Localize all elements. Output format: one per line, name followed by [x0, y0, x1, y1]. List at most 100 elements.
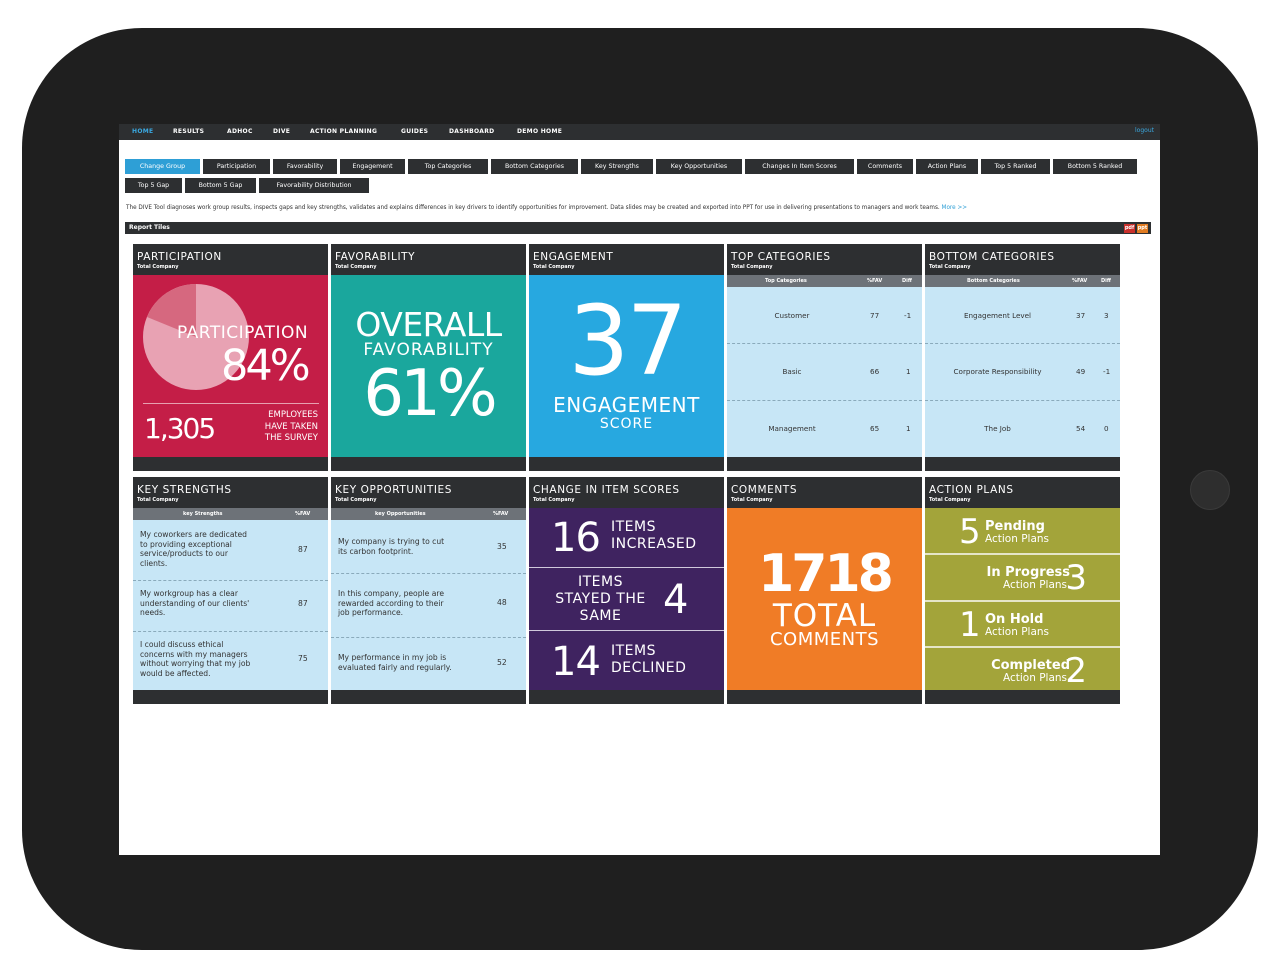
items-increased-label: ITEMS INCREASED — [611, 519, 697, 552]
tile-title: COMMENTS — [731, 484, 798, 496]
action-plans-tile[interactable]: ACTION PLANS Total Company 5 Pending Act… — [925, 477, 1120, 704]
tile-title: KEY STRENGTHS — [137, 484, 232, 496]
divider — [925, 553, 1120, 555]
participation-count: 1,305 — [144, 412, 216, 445]
participation-caption: EMPLOYEES HAVE TAKEN THE SURVEY — [264, 410, 318, 443]
action-plans-button[interactable]: Action Plans — [916, 159, 978, 174]
tile-subtitle: Total Company — [137, 497, 179, 503]
engagement-body: 37 ENGAGEMENT SCORE — [529, 275, 724, 457]
engagement-line1: ENGAGEMENT — [553, 393, 700, 417]
top-categories-table: Top Categories %FAV Diff Customer 77 -1 … — [727, 275, 922, 457]
table-row[interactable]: The Job 54 0 — [984, 424, 1109, 433]
table-row[interactable]: My workgroup has a clear understanding o… — [133, 581, 328, 632]
favorability-button[interactable]: Favorability — [273, 159, 337, 174]
top-5-ranked-button[interactable]: Top 5 Ranked — [981, 159, 1050, 174]
divider — [529, 630, 724, 631]
top-categories-button[interactable]: Top Categories — [408, 159, 488, 174]
divider — [925, 646, 1120, 648]
table-row[interactable]: My coworkers are dedicated to providing … — [133, 520, 328, 581]
top-categories-tile[interactable]: TOP CATEGORIES Total Company Top Categor… — [727, 244, 922, 471]
pdf-export-icon[interactable]: pdf — [1124, 224, 1135, 233]
divider — [529, 567, 724, 568]
comments-tile[interactable]: COMMENTS Total Company 1718 TOTAL COMMEN… — [727, 477, 922, 704]
engagement-button[interactable]: Engagement — [340, 159, 405, 174]
tile-subtitle: Total Company — [929, 497, 971, 503]
top-5-gap-button[interactable]: Top 5 Gap — [125, 178, 182, 193]
tile-title: CHANGE IN ITEM SCORES — [533, 484, 680, 496]
comments-body: 1718 TOTAL COMMENTS — [727, 508, 922, 690]
favorability-line2: FAVORABILITY — [363, 340, 494, 360]
comments-line2: COMMENTS — [769, 629, 880, 650]
report-tiles-label: Report Tiles — [129, 224, 170, 231]
participation-pie-icon — [143, 284, 249, 390]
tile-subtitle: Total Company — [731, 497, 773, 503]
table-row[interactable]: Corporate Responsibility 49 -1 — [925, 344, 1120, 401]
favorability-body: OVERALL FAVORABILITY 61% — [331, 275, 526, 457]
report-tiles-bar: Report Tiles pdf ppt — [125, 222, 1151, 234]
items-declined-count: 14 — [551, 639, 601, 685]
table-row[interactable]: Management 65 1 — [768, 424, 911, 433]
nav-demo-home[interactable]: DEMO HOME — [517, 128, 563, 135]
completed-sub: Action Plans — [1002, 672, 1067, 684]
in-progress-count: 3 — [1065, 558, 1087, 598]
comments-button[interactable]: Comments — [857, 159, 913, 174]
more-link[interactable]: More >> — [941, 205, 967, 211]
table-row[interactable]: Customer 77 -1 — [727, 287, 922, 344]
bottom-categories-tile[interactable]: BOTTOM CATEGORIES Total Company Bottom C… — [925, 244, 1120, 471]
pending-label: Pending — [985, 519, 1045, 534]
items-declined-label: ITEMS DECLINED — [611, 643, 687, 676]
table-row[interactable]: My performance in my job is evaluated fa… — [338, 653, 507, 672]
key-opportunities-table: key Opportunities %FAV My company is try… — [331, 508, 526, 690]
nav-guides[interactable]: GUIDES — [401, 128, 429, 135]
bottom-5-ranked-button[interactable]: Bottom 5 Ranked — [1053, 159, 1137, 174]
description-text: The DIVE Tool diagnoses work group resul… — [126, 205, 940, 211]
tile-title: KEY OPPORTUNITIES — [335, 484, 453, 496]
bottom-categories-table: Bottom Categories %FAV Diff Engagement L… — [925, 275, 1120, 457]
change-in-item-scores-tile[interactable]: CHANGE IN ITEM SCORES Total Company 16 I… — [529, 477, 724, 704]
key-opportunities-button[interactable]: Key Opportunities — [656, 159, 742, 174]
key-strengths-tile[interactable]: KEY STRENGTHS Total Company key Strength… — [133, 477, 328, 704]
favorability-distribution-button[interactable]: Favorability Distribution — [259, 178, 369, 193]
completed-count: 2 — [1065, 651, 1087, 691]
participation-button[interactable]: Participation — [203, 159, 270, 174]
ppt-export-icon[interactable]: ppt — [1137, 224, 1148, 233]
favorability-line1: OVERALL — [355, 305, 502, 344]
nav-action-planning[interactable]: ACTION PLANNING — [310, 128, 378, 135]
logout-link[interactable]: logout — [1135, 127, 1154, 134]
engagement-line2: SCORE — [599, 416, 654, 432]
changes-in-item-scores-button[interactable]: Changes In Item Scores — [745, 159, 854, 174]
in-progress-sub: Action Plans — [1002, 579, 1067, 591]
nav-home[interactable]: HOME — [132, 128, 154, 135]
pending-count: 5 — [959, 512, 981, 552]
on-hold-sub: Action Plans — [985, 626, 1050, 638]
favorability-tile[interactable]: FAVORABILITY Total Company OVERALL FAVOR… — [331, 244, 526, 471]
table-header: Bottom Categories %FAV Diff — [925, 275, 1120, 287]
bottom-5-gap-button[interactable]: Bottom 5 Gap — [185, 178, 256, 193]
engagement-tile[interactable]: ENGAGEMENT Total Company 37 ENGAGEMENT S… — [529, 244, 724, 471]
in-progress-label: In Progress — [986, 565, 1071, 580]
participation-tile[interactable]: PARTICIPATION Total Company PARTICIPATIO… — [133, 244, 328, 471]
nav-dashboard[interactable]: DASHBOARD — [449, 128, 495, 135]
participation-percent: 84% — [221, 341, 311, 391]
nav-results[interactable]: RESULTS — [173, 128, 205, 135]
change-group-button[interactable]: Change Group — [125, 159, 200, 174]
table-row[interactable]: My company is trying to cut its carbon f… — [331, 520, 526, 574]
table-row[interactable]: In this company, people are rewarded acc… — [331, 574, 526, 638]
pending-sub: Action Plans — [985, 533, 1050, 545]
key-opportunities-tile[interactable]: KEY OPPORTUNITIES Total Company key Oppo… — [331, 477, 526, 704]
table-row[interactable]: I could discuss ethical concerns with my… — [140, 640, 308, 678]
tablet-home-button[interactable] — [1190, 470, 1230, 510]
table-row[interactable]: Engagement Level 37 3 — [925, 287, 1120, 344]
key-strengths-table: key Strengths %FAV My coworkers are dedi… — [133, 508, 328, 690]
key-strengths-button[interactable]: Key Strengths — [581, 159, 653, 174]
table-row[interactable]: Basic 66 1 — [727, 344, 922, 401]
divider — [143, 403, 319, 404]
table-header: key Strengths %FAV — [133, 508, 328, 520]
tile-subtitle: Total Company — [929, 264, 971, 270]
tile-title: BOTTOM CATEGORIES — [929, 251, 1055, 263]
nav-adhoc[interactable]: ADHOC — [227, 128, 253, 135]
nav-dive[interactable]: DIVE — [273, 128, 291, 135]
tile-title: FAVORABILITY — [335, 251, 416, 263]
participation-label: PARTICIPATION — [177, 323, 309, 343]
bottom-categories-button[interactable]: Bottom Categories — [491, 159, 578, 174]
